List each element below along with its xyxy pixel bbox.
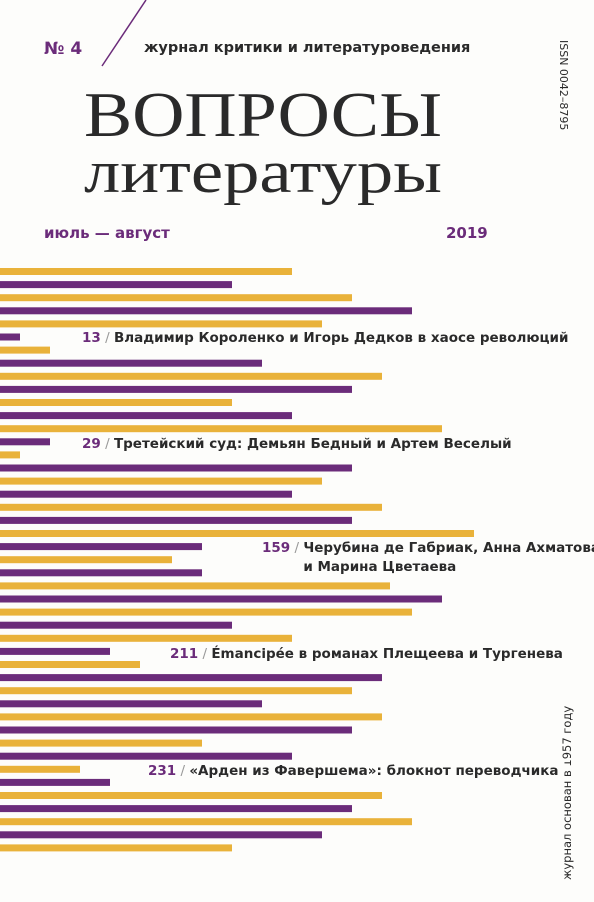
entry-bg [256,538,594,577]
entry-bg [76,328,575,348]
stripe [0,281,232,289]
page-number: 159 [262,540,290,556]
stripe [0,503,382,511]
entry-bg [164,644,569,664]
stripe [0,700,262,708]
entry: 13 / Владимир Короленко и Игорь Дедков в… [82,330,568,346]
entry-title: и Марина Цветаева [303,559,456,575]
entry-bg [76,434,518,454]
stripe [0,608,412,616]
stripe [0,307,412,315]
title-line2: литературы [84,139,442,205]
stripe [0,582,390,590]
year: 2019 [446,224,488,242]
entry-title: Émancipée в романах Плещеева и Тургенева [211,645,563,662]
stripe [0,556,172,564]
separator: / [290,540,303,556]
stripe [0,438,50,446]
stripe [0,765,80,773]
stripe [0,346,50,354]
page-number: 29 [82,436,101,452]
stripe [0,268,292,275]
stripe [0,805,352,813]
page-number: 211 [170,646,198,662]
stripe [0,595,442,603]
page-number: 231 [148,763,176,779]
entry-title: Черубина де Габриак, Анна Ахматова [303,540,594,556]
months: июль — август [44,224,170,242]
separator: / [198,646,211,662]
stripe [0,569,202,577]
stripe [0,516,352,524]
stripe [0,530,474,537]
stripe [0,412,292,420]
entry: 29 / Третейский суд: Демьян Бедный и Арт… [82,436,512,452]
stripe [0,792,382,799]
stripe [0,359,262,367]
stripe [0,399,232,406]
title-line1: ВОПРОСЫ [84,79,442,150]
stripe [0,844,232,852]
entry-title: Владимир Короленко и Игорь Дедков в хаос… [114,330,568,346]
separator: / [176,763,189,779]
subtitle: журнал критики и литературоведения [144,40,470,56]
stripe [0,464,352,472]
stripe [0,294,352,302]
stripe [0,490,292,498]
stripe [0,647,110,655]
stripe [0,451,20,459]
stripe [0,333,20,341]
stripe [0,726,352,734]
stripe [0,477,322,485]
contents: 13 / Владимир Короленко и Игорь Дедков в… [76,328,594,781]
stripe [0,634,292,642]
stripe [0,425,442,433]
stripe [0,687,352,695]
stripe [0,674,382,682]
stripe [0,320,322,328]
stripe [0,661,140,668]
stripe [0,385,352,393]
entry-title: «Арден из Фавершема»: блокнот переводчик… [189,763,558,779]
issue: № 4 [44,39,82,59]
stripe [0,818,412,826]
issn: ISSN 0042–8795 [557,40,570,130]
entry: 159 / Черубина де Габриак, Анна Ахматова [262,540,594,556]
stripe [0,739,202,747]
separator: / [101,330,114,346]
stripe [0,621,232,629]
entry: 211 / Émancipée в романах Плещеева и Тур… [170,645,563,662]
founded: журнал основан в 1957 году [560,706,574,880]
entry-bg [142,761,565,781]
stripe [0,831,322,839]
page-number: 13 [82,330,101,346]
stripe [0,372,382,380]
stripe [0,543,202,551]
stripe [0,752,292,760]
entry: 231 / «Арден из Фавершема»: блокнот пере… [148,763,558,779]
entry-title: Третейский суд: Демьян Бедный и Артем Ве… [114,436,512,452]
diagonal-line [101,0,147,67]
stripe [0,713,382,721]
stripes [0,268,474,852]
stripe [0,778,110,786]
separator: / [101,436,114,452]
